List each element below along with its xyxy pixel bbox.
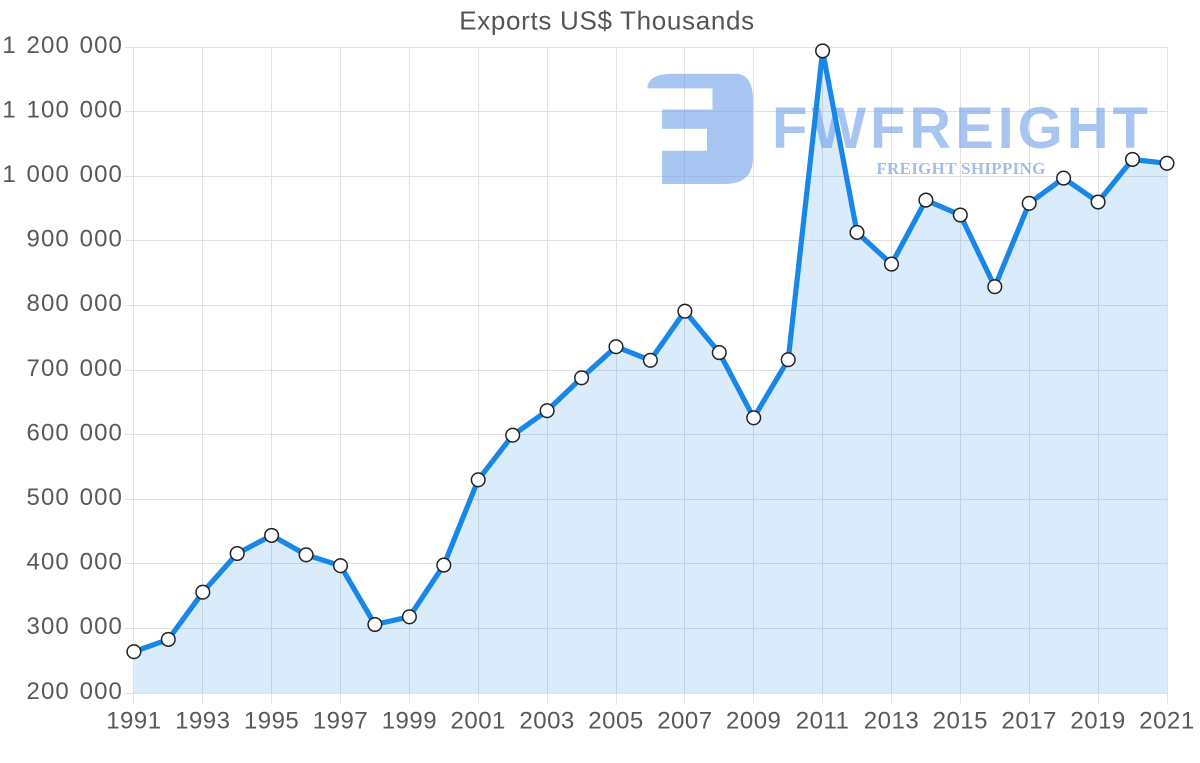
svg-text:FWFREIGHT: FWFREIGHT	[772, 96, 1152, 161]
svg-text:Exports US$ Thousands: Exports US$ Thousands	[459, 6, 755, 36]
svg-text:500 000: 500 000	[27, 484, 123, 511]
svg-text:800 000: 800 000	[27, 290, 123, 317]
svg-text:900 000: 900 000	[27, 226, 123, 253]
svg-text:1997: 1997	[313, 708, 368, 735]
svg-text:2003: 2003	[519, 708, 574, 735]
svg-text:2013: 2013	[864, 708, 919, 735]
svg-text:FREIGHT SHIPPING: FREIGHT SHIPPING	[876, 159, 1045, 178]
svg-text:1991: 1991	[106, 708, 161, 735]
svg-text:300 000: 300 000	[27, 613, 123, 640]
svg-text:1 100 000: 1 100 000	[2, 96, 123, 123]
svg-text:1993: 1993	[175, 708, 230, 735]
svg-text:700 000: 700 000	[27, 355, 123, 382]
svg-text:400 000: 400 000	[27, 549, 123, 576]
svg-text:1995: 1995	[244, 708, 299, 735]
svg-text:2011: 2011	[796, 708, 850, 735]
svg-text:2017: 2017	[1002, 708, 1057, 735]
svg-text:2015: 2015	[933, 708, 988, 735]
svg-text:2009: 2009	[726, 708, 781, 735]
svg-text:200 000: 200 000	[27, 678, 123, 705]
svg-text:1999: 1999	[382, 708, 437, 735]
svg-text:2005: 2005	[588, 708, 643, 735]
svg-text:2001: 2001	[451, 708, 506, 735]
svg-text:2007: 2007	[657, 708, 712, 735]
svg-text:2021: 2021	[1139, 708, 1194, 735]
svg-text:2019: 2019	[1070, 708, 1125, 735]
svg-text:600 000: 600 000	[27, 419, 123, 446]
svg-text:1 000 000: 1 000 000	[2, 161, 123, 188]
svg-text:1 200 000: 1 200 000	[2, 32, 123, 59]
